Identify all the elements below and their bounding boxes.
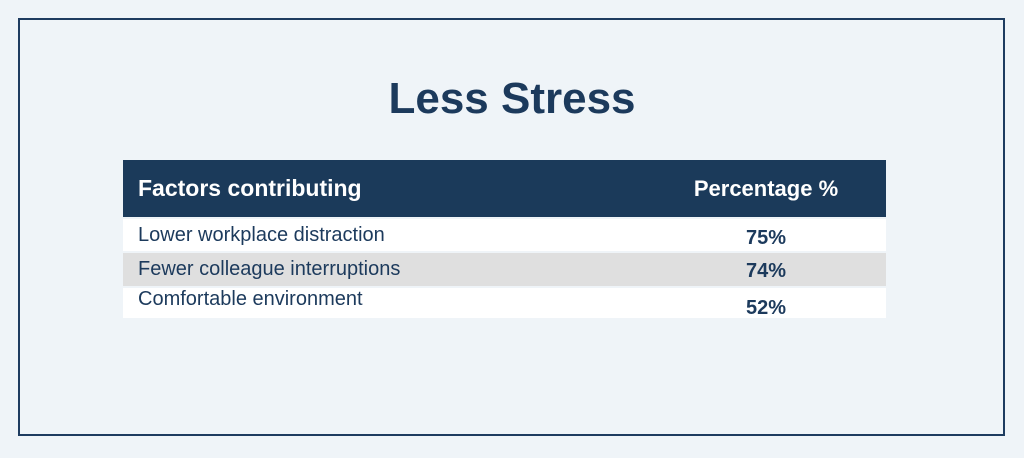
cell: 52% — [745, 296, 787, 319]
table: Factors contributing Percentage % Lower … — [123, 160, 886, 319]
cell: Lower workplace distraction — [138, 223, 385, 246]
cell: 75% — [745, 226, 787, 249]
header-cell: Factors contributing — [138, 175, 362, 201]
cell: Fewer colleague interruptions — [138, 258, 401, 280]
table-row: Fewer colleague interruptions 74% — [123, 253, 886, 286]
frame — [18, 18, 1005, 436]
cell: Comfortable environment — [138, 287, 363, 310]
header-cell: Percentage % — [693, 175, 839, 201]
table-header: Factors contributing Percentage % — [123, 160, 886, 217]
table-row: Lower workplace distraction 75% — [123, 219, 886, 251]
cell: 74% — [745, 260, 787, 282]
title: Less Stress — [388, 74, 636, 123]
table-row: Comfortable environment 52% — [123, 287, 886, 319]
